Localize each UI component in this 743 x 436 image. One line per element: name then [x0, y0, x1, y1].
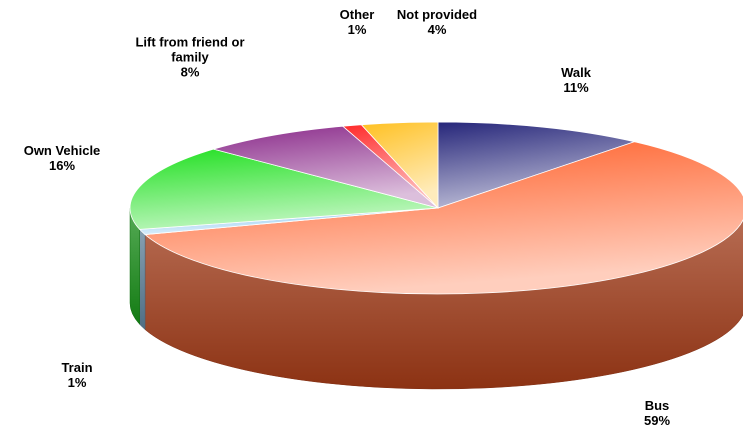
slice-label: Other 1%	[327, 7, 387, 37]
slice	[144, 141, 743, 295]
slice	[360, 121, 439, 210]
value-label: 8%	[180, 64, 200, 80]
value-label: 59%	[643, 413, 671, 428]
slice	[211, 125, 439, 209]
category-label: Bus	[644, 398, 670, 413]
slice	[437, 121, 636, 209]
slice-label: Not provided 4%	[382, 7, 492, 37]
value-label: 16%	[48, 158, 76, 173]
slice-label: Train 1%	[47, 360, 107, 390]
slice-label: Lift from friend or family 8%	[120, 35, 260, 80]
value-label: 4%	[427, 22, 447, 37]
value-label: 1%	[67, 375, 87, 390]
category-label: Other	[339, 7, 375, 22]
slice	[129, 148, 439, 230]
slice-side	[139, 228, 146, 331]
category-label: Not provided	[396, 7, 478, 22]
category-label: Walk	[561, 65, 591, 80]
category-label: Own Vehicle	[23, 143, 101, 158]
value-label: 1%	[347, 22, 367, 37]
category-label: Train	[61, 360, 93, 375]
slice-label: Bus 59%	[627, 398, 687, 428]
slice-label: Walk 11%	[546, 65, 606, 95]
value-label: 11%	[563, 80, 589, 95]
category-label: Lift from friend or family	[135, 34, 245, 65]
slice-label: Own Vehicle 16%	[12, 143, 112, 173]
